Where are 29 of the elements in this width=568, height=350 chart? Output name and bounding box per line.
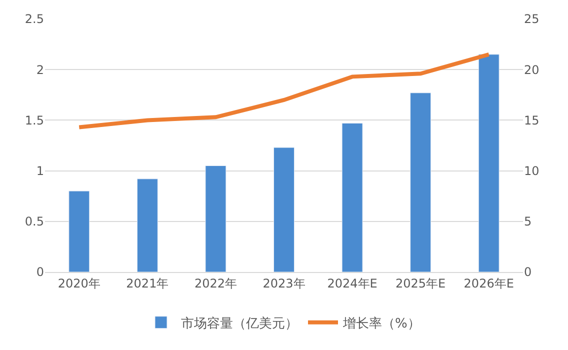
legend-label: 市场容量（亿美元） bbox=[181, 315, 298, 332]
bar bbox=[478, 54, 500, 272]
bar bbox=[342, 122, 363, 272]
bar bbox=[205, 165, 226, 272]
y2-tick-label: 0 bbox=[524, 265, 532, 280]
bar bbox=[136, 178, 158, 272]
legend-label: 增长率（%） bbox=[342, 315, 420, 332]
bar bbox=[68, 190, 90, 272]
x-tick-label: 2023年 bbox=[262, 276, 306, 290]
y-tick-label: 1.5 bbox=[24, 113, 44, 128]
y-tick-label: 0 bbox=[36, 265, 44, 280]
y-tick-label: 1 bbox=[36, 164, 44, 178]
x-tick-label: 2025年E bbox=[396, 276, 446, 290]
y-tick-label: 2.5 bbox=[24, 12, 44, 26]
x-tick-label: 2020年 bbox=[58, 276, 100, 290]
y2-tick-label: 20 bbox=[524, 62, 540, 77]
bar bbox=[274, 147, 294, 272]
x-tick-label: 2022年 bbox=[194, 276, 237, 290]
y2-tick-label: 25 bbox=[524, 12, 540, 26]
x-tick-label: 2026年E bbox=[464, 276, 514, 290]
line-series bbox=[77, 52, 491, 130]
y2-tick-label: 10 bbox=[524, 164, 540, 178]
x-tick-label: 2024年E bbox=[327, 276, 378, 290]
y2-tick-label: 5 bbox=[524, 214, 532, 229]
x-tick-label: 2021年 bbox=[126, 276, 169, 290]
bar bbox=[410, 92, 432, 272]
y-tick-label: 2 bbox=[36, 62, 44, 77]
y2-tick-label: 15 bbox=[524, 113, 540, 128]
y-tick-label: 0.5 bbox=[24, 214, 44, 229]
